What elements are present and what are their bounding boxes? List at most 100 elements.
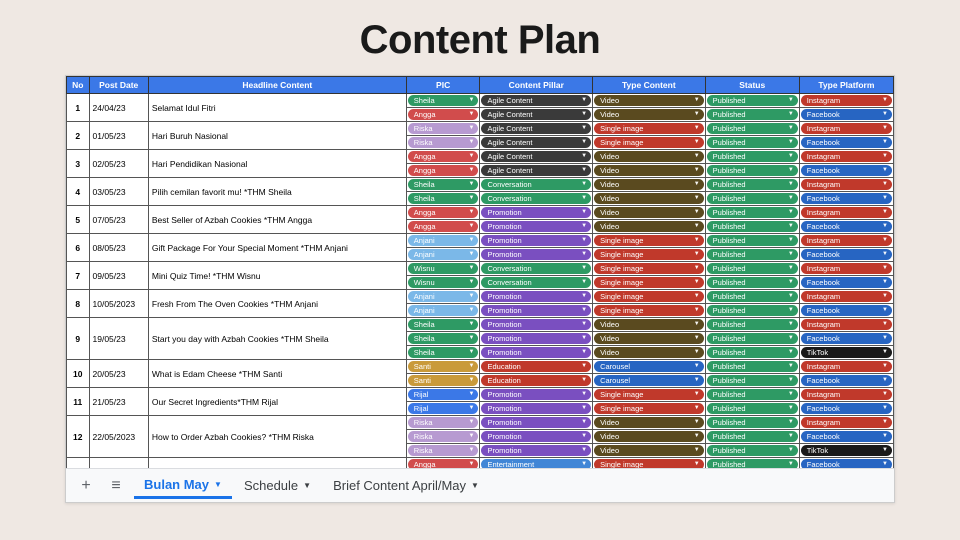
cell-type[interactable]: Single image▼ — [593, 276, 706, 290]
cell-platform[interactable]: Facebook▼ — [799, 276, 893, 290]
cell-type[interactable]: Single image▼ — [593, 388, 706, 402]
cell-pic[interactable]: Anjani▼ — [406, 234, 480, 248]
cell-pic[interactable]: Sheila▼ — [406, 178, 480, 192]
pill-dropdown[interactable]: Published▼ — [707, 137, 798, 148]
cell-status[interactable]: Published▼ — [705, 108, 799, 122]
cell-date[interactable]: 01/05/23 — [89, 122, 148, 150]
pill-dropdown[interactable]: Published▼ — [707, 459, 798, 468]
cell-type[interactable]: Carousel▼ — [593, 374, 706, 388]
cell-platform[interactable]: TikTok▼ — [799, 444, 893, 458]
pill-dropdown[interactable]: Published▼ — [707, 445, 798, 456]
pill-dropdown[interactable]: Published▼ — [707, 319, 798, 330]
cell-pillar[interactable]: Promotion▼ — [480, 234, 593, 248]
pill-dropdown[interactable]: Single image▼ — [594, 291, 704, 302]
pill-dropdown[interactable]: Angga▼ — [408, 221, 479, 232]
pill-dropdown[interactable]: Published▼ — [707, 165, 798, 176]
cell-pic[interactable]: Wisnu▼ — [406, 262, 480, 276]
cell-pillar[interactable]: Promotion▼ — [480, 402, 593, 416]
cell-pic[interactable]: Riska▼ — [406, 430, 480, 444]
pill-dropdown[interactable]: Instagram▼ — [801, 179, 892, 190]
pill-dropdown[interactable]: Facebook▼ — [801, 137, 892, 148]
pill-dropdown[interactable]: Angga▼ — [408, 207, 479, 218]
pill-dropdown[interactable]: Conversation▼ — [481, 277, 591, 288]
cell-platform[interactable]: Facebook▼ — [799, 458, 893, 469]
cell-platform[interactable]: Facebook▼ — [799, 220, 893, 234]
cell-no[interactable]: 6 — [67, 234, 90, 262]
pill-dropdown[interactable]: Published▼ — [707, 95, 798, 106]
cell-platform[interactable]: Facebook▼ — [799, 108, 893, 122]
cell-date[interactable]: 24/04/23 — [89, 94, 148, 122]
pill-dropdown[interactable]: Promotion▼ — [481, 417, 591, 428]
pill-dropdown[interactable]: Published▼ — [707, 207, 798, 218]
cell-status[interactable]: Published▼ — [705, 304, 799, 318]
cell-status[interactable]: Published▼ — [705, 206, 799, 220]
pill-dropdown[interactable]: Promotion▼ — [481, 305, 591, 316]
cell-status[interactable]: Published▼ — [705, 94, 799, 108]
pill-dropdown[interactable]: Single image▼ — [594, 403, 704, 414]
cell-pic[interactable]: Santi▼ — [406, 374, 480, 388]
pill-dropdown[interactable]: Published▼ — [707, 347, 798, 358]
cell-headline[interactable]: Best Seller of Azbah Cookies *THM Angga — [148, 206, 406, 234]
pill-dropdown[interactable]: Sheila▼ — [408, 333, 479, 344]
cell-platform[interactable]: Instagram▼ — [799, 318, 893, 332]
sheet-tab[interactable]: Schedule▼ — [234, 473, 321, 499]
pill-dropdown[interactable]: Agile Content▼ — [481, 165, 591, 176]
pill-dropdown[interactable]: Published▼ — [707, 417, 798, 428]
pill-dropdown[interactable]: Published▼ — [707, 123, 798, 134]
cell-pillar[interactable]: Promotion▼ — [480, 248, 593, 262]
cell-type[interactable]: Video▼ — [593, 332, 706, 346]
cell-type[interactable]: Video▼ — [593, 164, 706, 178]
column-header[interactable]: PIC — [406, 77, 480, 94]
pill-dropdown[interactable]: Anjani▼ — [408, 249, 479, 260]
cell-date[interactable]: 09/05/23 — [89, 262, 148, 290]
cell-pic[interactable]: Angga▼ — [406, 164, 480, 178]
cell-status[interactable]: Published▼ — [705, 122, 799, 136]
cell-type[interactable]: Single image▼ — [593, 136, 706, 150]
cell-pic[interactable]: Rijal▼ — [406, 388, 480, 402]
pill-dropdown[interactable]: Single image▼ — [594, 305, 704, 316]
cell-pillar[interactable]: Promotion▼ — [480, 304, 593, 318]
pill-dropdown[interactable]: Instagram▼ — [801, 123, 892, 134]
pill-dropdown[interactable]: Video▼ — [594, 109, 704, 120]
cell-pic[interactable]: Wisnu▼ — [406, 276, 480, 290]
cell-no[interactable]: 12 — [67, 416, 90, 458]
cell-type[interactable]: Single image▼ — [593, 248, 706, 262]
cell-headline[interactable]: How to Order Azbah Cookies? *THM Riska — [148, 416, 406, 458]
pill-dropdown[interactable]: Video▼ — [594, 95, 704, 106]
cell-date[interactable]: 19/05/23 — [89, 318, 148, 360]
pill-dropdown[interactable]: Angga▼ — [408, 109, 479, 120]
cell-pic[interactable]: Sheila▼ — [406, 346, 480, 360]
sheet-tab[interactable]: Brief Content April/May▼ — [323, 473, 489, 499]
pill-dropdown[interactable]: Published▼ — [707, 235, 798, 246]
pill-dropdown[interactable]: Video▼ — [594, 417, 704, 428]
cell-type[interactable]: Single image▼ — [593, 290, 706, 304]
pill-dropdown[interactable]: Published▼ — [707, 193, 798, 204]
cell-pillar[interactable]: Promotion▼ — [480, 206, 593, 220]
cell-pillar[interactable]: Agile Content▼ — [480, 122, 593, 136]
pill-dropdown[interactable]: Published▼ — [707, 333, 798, 344]
pill-dropdown[interactable]: Rijal▼ — [408, 403, 479, 414]
cell-status[interactable]: Published▼ — [705, 290, 799, 304]
cell-type[interactable]: Video▼ — [593, 150, 706, 164]
cell-status[interactable]: Published▼ — [705, 150, 799, 164]
pill-dropdown[interactable]: Published▼ — [707, 361, 798, 372]
cell-no[interactable]: 5 — [67, 206, 90, 234]
pill-dropdown[interactable]: Single image▼ — [594, 459, 704, 468]
pill-dropdown[interactable]: Santi▼ — [408, 361, 479, 372]
cell-no[interactable]: 2 — [67, 122, 90, 150]
cell-status[interactable]: Published▼ — [705, 374, 799, 388]
cell-no[interactable]: 10 — [67, 360, 90, 388]
cell-pillar[interactable]: Entertainment▼ — [480, 458, 593, 469]
cell-type[interactable]: Video▼ — [593, 192, 706, 206]
cell-platform[interactable]: Facebook▼ — [799, 192, 893, 206]
cell-pillar[interactable]: Agile Content▼ — [480, 136, 593, 150]
cell-platform[interactable]: Instagram▼ — [799, 290, 893, 304]
cell-type[interactable]: Video▼ — [593, 220, 706, 234]
cell-headline[interactable]: What is Edam Cheese *THM Santi — [148, 360, 406, 388]
pill-dropdown[interactable]: TikTok▼ — [801, 445, 892, 456]
pill-dropdown[interactable]: Video▼ — [594, 193, 704, 204]
cell-headline[interactable]: Our Secret Ingredients*THM Rijal — [148, 388, 406, 416]
cell-pillar[interactable]: Education▼ — [480, 360, 593, 374]
pill-dropdown[interactable]: Instagram▼ — [801, 291, 892, 302]
cell-pillar[interactable]: Conversation▼ — [480, 178, 593, 192]
